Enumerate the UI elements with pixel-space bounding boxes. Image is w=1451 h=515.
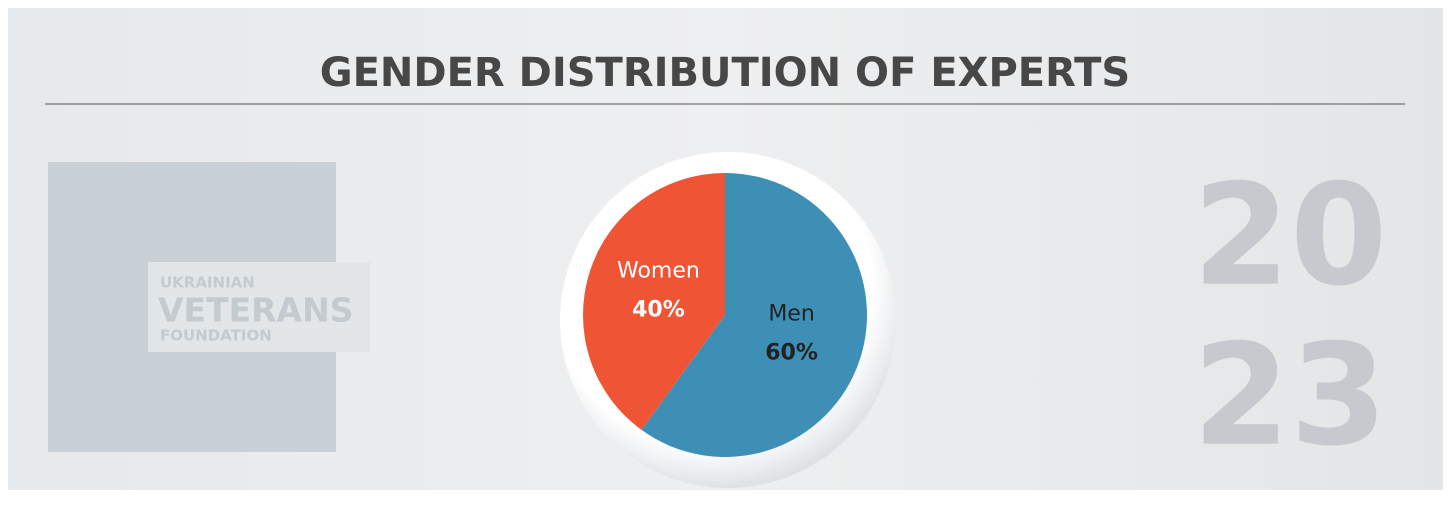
- pie-slice: [641, 173, 867, 457]
- value-label: 40%: [632, 297, 685, 322]
- pie-slice: [583, 173, 725, 430]
- value-label: 60%: [765, 341, 818, 366]
- logo-text: FOUNDATION: [160, 327, 272, 345]
- slice-label: Women: [617, 258, 700, 283]
- year-text: 20: [1193, 155, 1388, 318]
- chart-title: GENDER DISTRIBUTION OF EXPERTS: [320, 50, 1130, 96]
- logo-cutout: [148, 262, 370, 352]
- logo-text: VETERANS: [158, 291, 353, 330]
- logo-text: UKRAINIAN: [160, 274, 255, 292]
- year-text: 23: [1193, 315, 1388, 478]
- slice-label: Men: [768, 302, 814, 327]
